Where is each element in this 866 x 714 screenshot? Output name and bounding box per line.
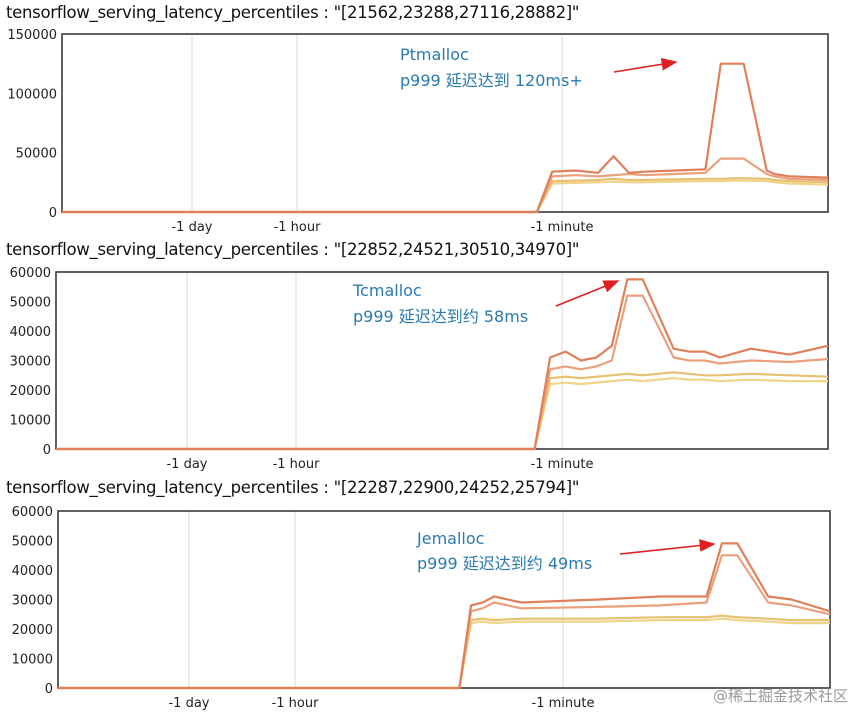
chart-svg: 0 10000 20000 30000 40000 50000 60000 -1 day -1 … xyxy=(10,266,829,472)
annotation-arrow xyxy=(555,280,620,307)
series-line xyxy=(58,617,830,690)
series-line xyxy=(58,614,830,690)
y-tick-label: 40000 xyxy=(10,325,51,340)
chart-panel-ptmalloc: tensorflow_serving_latency_percentiles :… xyxy=(0,0,866,238)
x-tick-label: -1 hour xyxy=(273,457,321,472)
y-tick-label: 0 xyxy=(49,206,57,221)
watermark: @稀土掘金技术社区 xyxy=(712,687,848,705)
y-tick-label: 50000 xyxy=(12,535,53,550)
series-line xyxy=(58,542,831,690)
y-tick-label: 50000 xyxy=(10,296,51,311)
y-tick-label: 30000 xyxy=(10,355,51,370)
series-line xyxy=(62,179,829,214)
chart-svg: 0 10000 20000 30000 40000 50000 60000 -1 day -1 … xyxy=(12,505,831,711)
y-tick-label: 60000 xyxy=(12,505,53,520)
y-tick-label: 150000 xyxy=(7,28,57,43)
chart-svg: 0 50000 100000 150000 -1 day -1 hour -1 minute… xyxy=(7,28,829,235)
annotation-latency: p999 延迟达到约 58ms xyxy=(353,307,528,326)
x-tick-label: -1 day xyxy=(166,457,207,472)
series-line xyxy=(62,177,829,214)
annotation-allocator: Ptmalloc xyxy=(400,45,469,64)
y-tick-label: 40000 xyxy=(12,564,53,579)
annotation-latency: p999 延迟达到约 49ms xyxy=(417,554,592,573)
chart-title: tensorflow_serving_latency_percentiles :… xyxy=(6,3,580,22)
y-tick-label: 20000 xyxy=(10,384,51,399)
x-tick-label: -1 minute xyxy=(531,220,594,235)
chart-panel-tcmalloc: tensorflow_serving_latency_percentiles :… xyxy=(0,238,866,476)
series-line xyxy=(62,157,829,214)
y-tick-label: 0 xyxy=(43,443,51,458)
y-tick-label: 10000 xyxy=(10,414,51,429)
series-line xyxy=(62,62,829,214)
chart-title: tensorflow_serving_latency_percentiles :… xyxy=(6,240,580,259)
annotation-latency: p999 延迟达到 120ms+ xyxy=(400,71,583,90)
series-line xyxy=(56,371,829,451)
y-tick-label: 50000 xyxy=(16,147,57,162)
series-line xyxy=(58,554,831,690)
y-tick-label: 100000 xyxy=(7,87,57,102)
series-line xyxy=(56,278,829,451)
series-line xyxy=(56,294,829,451)
y-tick-label: 0 xyxy=(45,682,53,697)
annotation-arrow xyxy=(619,539,716,555)
x-tick-label: -1 day xyxy=(171,220,212,235)
y-tick-label: 20000 xyxy=(12,623,53,638)
x-tick-label: -1 day xyxy=(168,696,209,711)
plot-frame xyxy=(55,271,829,450)
annotation-allocator: Jemalloc xyxy=(416,529,484,548)
y-tick-label: 10000 xyxy=(12,653,53,668)
x-tick-label: -1 hour xyxy=(272,696,320,711)
y-tick-label: 30000 xyxy=(12,594,53,609)
x-tick-label: -1 minute xyxy=(532,696,595,711)
chart-title: tensorflow_serving_latency_percentiles :… xyxy=(6,478,580,497)
series-line xyxy=(56,377,828,451)
annotation-arrow xyxy=(613,57,678,73)
x-tick-label: -1 minute xyxy=(531,457,594,472)
y-tick-label: 60000 xyxy=(10,266,51,281)
x-tick-label: -1 hour xyxy=(274,220,322,235)
chart-panel-jemalloc: tensorflow_serving_latency_percentiles :… xyxy=(0,476,866,712)
annotation-allocator: Tcmalloc xyxy=(352,281,422,300)
